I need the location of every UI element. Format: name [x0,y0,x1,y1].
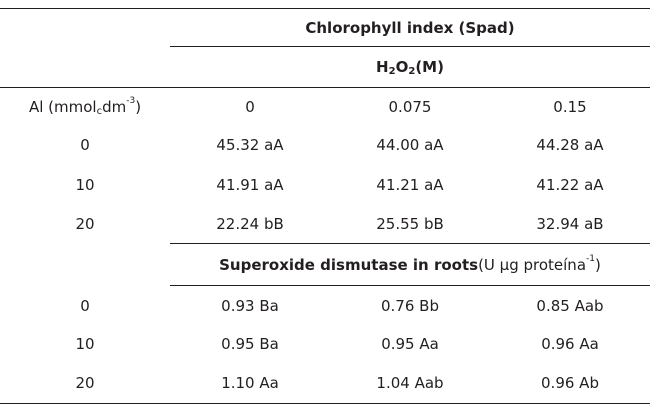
h2o2-sub2: 2 [408,65,416,77]
sod-row-1-al: 10 [75,335,95,353]
sod-row-0-v0: 0.93 Ba [221,297,279,315]
h2o2-sub1: 2 [388,65,396,77]
sod-row-1-v2: 0.96 Aa [541,335,599,353]
chl-row-0-v2: 44.28 aA [536,136,604,154]
sod-header-rule [170,285,650,286]
chl-row-1-v1: 41.21 aA [376,176,444,194]
sod-top-rule [170,243,650,244]
sod-row-1-v0: 0.95 Ba [221,335,279,353]
al-column-header: Al (mmol c dm -3) [0,89,170,125]
chl-row-1-v0: 41.91 aA [216,176,284,194]
chlorophyll-header-text: Chlorophyll index (Spad) [305,18,515,37]
chl-row-2-v2: 32.94 aB [536,215,604,233]
chl-row-0-v0: 45.32 aA [216,136,284,154]
al-sub: c [96,105,103,117]
sod-row-2-v2: 0.96 Ab [541,374,599,392]
sod-unit-sup: -1 [586,253,595,264]
sod-row-0-v2: 0.85 Aab [536,297,604,315]
sod-header-title: Superoxide dismutase in roots [219,255,479,274]
sod-row-2-v0: 1.10 Aa [221,374,279,392]
sod-row-2-v1: 1.04 Aab [376,374,444,392]
chl-row-2-v1: 25.55 bB [376,215,444,233]
chl-row-0-al: 0 [80,136,90,154]
h2o2-level-1: 0.075 [388,98,432,116]
chl-row-0-v1: 44.00 aA [376,136,444,154]
h2o2-unit: (M) [415,58,444,76]
chlorophyll-header-rule [170,46,650,47]
al-sup: -3 [126,96,136,106]
top-rule [0,8,650,9]
chl-row-1-v2: 41.22 aA [536,176,604,194]
sod-unit-suffix: ) [595,255,601,274]
sod-row-1-v1: 0.95 Aa [381,335,439,353]
chl-row-1-al: 10 [75,176,95,194]
al-suffix: ) [135,98,142,116]
chlorophyll-header: Chlorophyll index (Spad) [170,10,650,45]
h2o2-level-2: 0.15 [553,98,587,116]
al-mid: dm [102,98,127,116]
h2o2-h: H [376,58,389,76]
chl-row-2-al: 20 [75,215,95,233]
bottom-rule [0,403,650,404]
chl-row-2-v0: 22.24 bB [216,215,284,233]
sod-header: Superoxide dismutase in roots (U µg prot… [170,245,650,284]
sod-row-0-v1: 0.76 Bb [381,297,439,315]
sod-row-0-al: 0 [80,297,90,315]
sod-row-2-al: 20 [75,374,95,392]
treatment-header-rule [0,87,650,88]
al-prefix: Al (mmol [28,98,97,116]
h2o2-level-0: 0 [245,98,255,116]
h2o2-o: O [395,58,409,76]
sod-unit-prefix: (U µg proteína [478,255,587,274]
